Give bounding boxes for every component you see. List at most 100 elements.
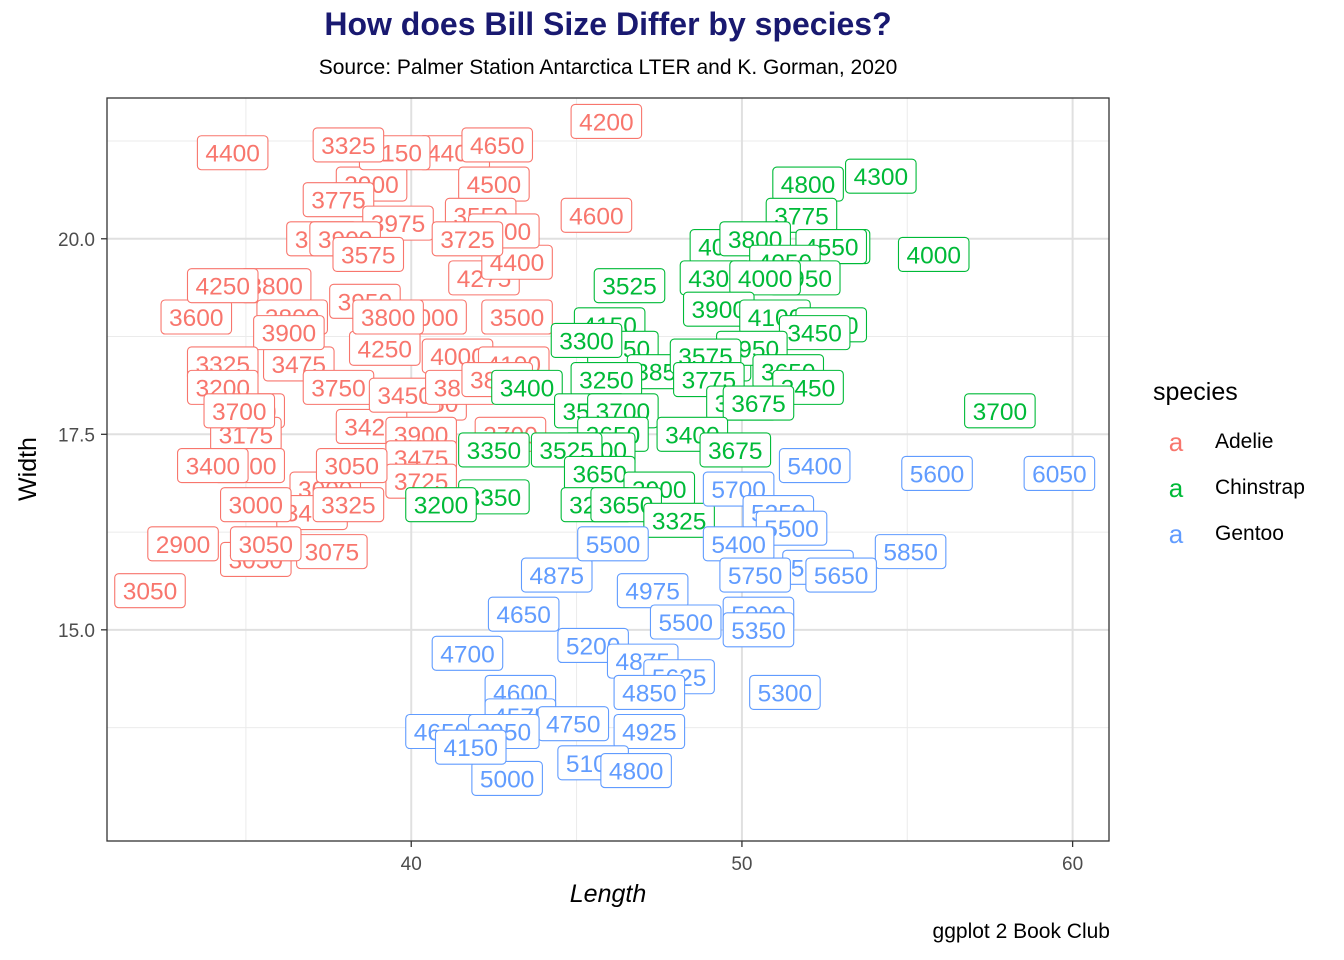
point-label-gentoo: 5750 (719, 557, 791, 593)
label-text: 3350 (467, 438, 522, 465)
label-text: 3675 (731, 391, 786, 418)
label-text: 4600 (569, 203, 624, 230)
label-box (778, 448, 851, 484)
point-label-chinstrap: 3400 (491, 369, 563, 405)
label-box (147, 526, 219, 562)
label-box (431, 221, 504, 257)
point-label-chinstrap: 4000 (729, 260, 801, 296)
legend: species a Adelie a Chinstrap a Gentoo (1153, 378, 1305, 557)
point-label-chinstrap: 3450 (778, 315, 851, 351)
legend-label-gentoo: Gentoo (1215, 522, 1284, 545)
label-text: 5650 (814, 563, 869, 590)
label-box (220, 487, 292, 523)
label-box (491, 369, 563, 405)
point-label-adelie: 3750 (302, 369, 375, 405)
label-box (461, 127, 534, 163)
point-label-gentoo: 5850 (874, 534, 947, 570)
label-box (897, 236, 970, 272)
point-label-chinstrap: 4300 (845, 158, 917, 194)
label-text: 3725 (440, 227, 495, 254)
label-box (600, 753, 672, 789)
label-text: 4150 (444, 735, 499, 762)
y-tick-label: 17.5 (58, 425, 95, 446)
point-label-adelie: 2900 (147, 526, 219, 562)
point-label-adelie: 3900 (253, 315, 325, 351)
label-text: 3450 (377, 383, 432, 410)
label-box (643, 502, 715, 538)
label-text: 3700 (212, 399, 267, 426)
label-box (229, 526, 302, 562)
point-label-adelie: 3325 (312, 487, 385, 523)
plot-border (106, 97, 1110, 842)
y-tick-label: 15.0 (58, 621, 95, 642)
legend-item-adelie: a Adelie (1153, 419, 1305, 465)
label-text: 5850 (883, 540, 938, 567)
label-text: 3200 (414, 493, 469, 520)
label-text: 3900 (692, 297, 747, 324)
label-text: 4850 (622, 680, 677, 707)
point-label-gentoo: 4750 (537, 706, 610, 742)
label-box (613, 674, 686, 710)
label-text: 4975 (625, 579, 680, 606)
label-text: 3525 (602, 274, 657, 301)
point-label-adelie: 3500 (481, 299, 553, 335)
label-text: 4250 (358, 336, 413, 363)
label-text: 2900 (156, 532, 211, 559)
label-box (520, 557, 593, 593)
point-label-adelie: 3575 (332, 236, 405, 272)
label-text: 3650 (572, 461, 627, 488)
label-box (593, 268, 666, 304)
point-label-chinstrap: 3700 (964, 393, 1036, 429)
point-label-gentoo: 5500 (577, 526, 649, 562)
label-box (458, 432, 530, 468)
label-box (177, 448, 249, 484)
label-box (550, 322, 623, 359)
label-text: 5400 (711, 532, 766, 559)
point-label-adelie: 4500 (458, 166, 530, 202)
label-text: 3050 (123, 579, 178, 606)
label-text: 4650 (470, 133, 525, 160)
point-label-adelie: 3050 (229, 526, 302, 562)
label-text: 5000 (480, 766, 535, 793)
chart-subtitle: Source: Palmer Station Antarctica LTER a… (318, 56, 898, 79)
point-label-chinstrap: 3300 (550, 322, 623, 359)
label-text: 3250 (579, 368, 634, 395)
label-box (203, 393, 276, 429)
legend-key-gentoo: a (1168, 518, 1184, 549)
label-text: 6050 (1032, 461, 1087, 488)
point-label-gentoo: 5700 (702, 471, 775, 507)
legend-item-chinstrap: a Chinstrap (1153, 465, 1305, 511)
y-axis-title: Width (14, 437, 42, 501)
label-box (560, 197, 633, 233)
point-labels: 4600440044003900377545003975350035003800… (114, 103, 1096, 796)
label-box (845, 158, 917, 194)
label-box (577, 526, 649, 562)
label-text: 3050 (238, 532, 293, 559)
label-text: 4700 (440, 641, 495, 668)
point-label-chinstrap: 4800 (772, 166, 844, 202)
point-label-adelie: 3600 (160, 299, 233, 335)
label-box (570, 103, 643, 140)
point-label-chinstrap: 3675 (722, 385, 795, 421)
label-box (431, 635, 504, 671)
x-tick-label: 50 (731, 854, 752, 875)
label-text: 4925 (622, 720, 677, 747)
label-box (352, 299, 424, 335)
chart-title: How does Bill Size Differ by species? (324, 6, 892, 42)
label-text: 4200 (579, 109, 634, 136)
label-box (405, 487, 477, 523)
label-text: 5300 (758, 680, 813, 707)
label-box (722, 612, 795, 648)
label-box (805, 557, 877, 593)
point-label-gentoo: 4975 (616, 573, 689, 609)
label-text: 3400 (186, 454, 241, 481)
label-text: 5500 (586, 532, 641, 559)
label-text: 3325 (321, 133, 376, 160)
point-label-gentoo: 4650 (487, 596, 560, 632)
point-label-adelie: 4400 (481, 244, 553, 280)
point-label-gentoo: 5400 (778, 448, 851, 484)
point-label-chinstrap: 4000 (897, 236, 970, 272)
label-text: 4400 (205, 141, 260, 168)
label-text: 5600 (910, 461, 965, 488)
